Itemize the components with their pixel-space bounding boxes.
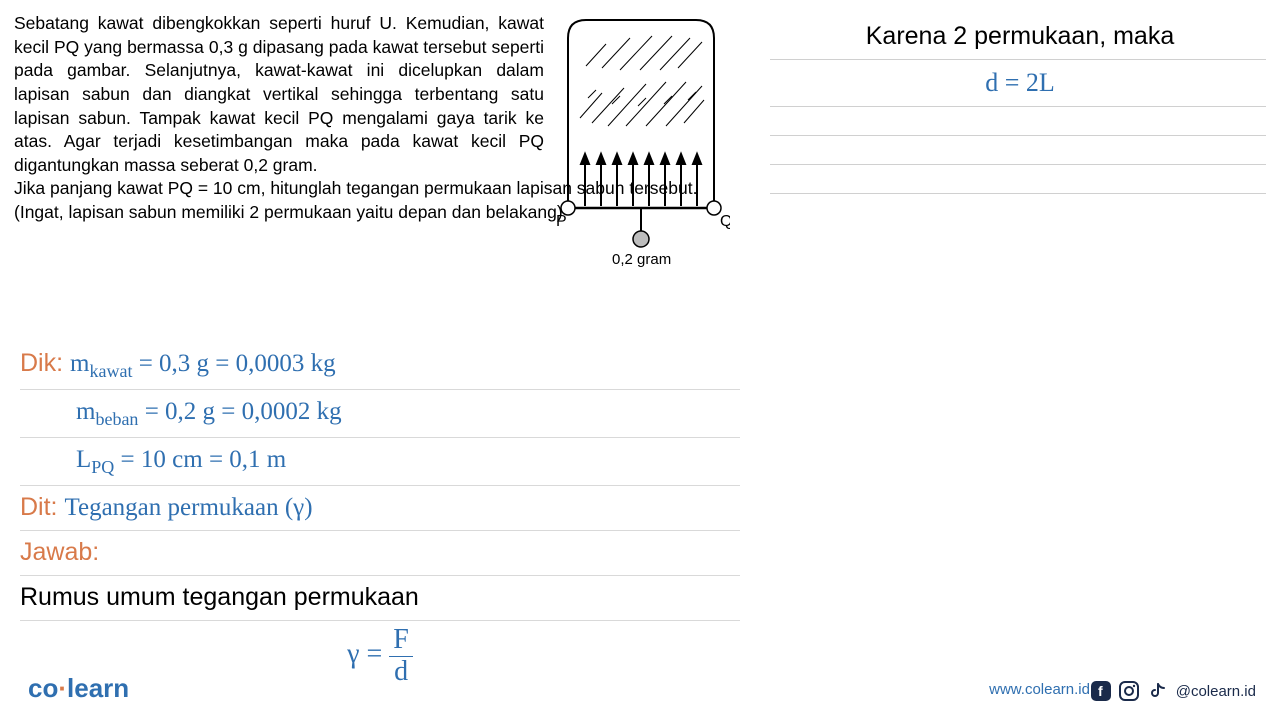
dik-label: Dik: — [20, 349, 63, 377]
svg-text:f: f — [1098, 683, 1103, 699]
m-beban-eq: = 0,2 g = 0,0002 kg — [138, 398, 341, 425]
rule — [770, 135, 1266, 136]
rule — [770, 59, 1266, 60]
l-sym: L — [76, 446, 91, 473]
dit-text: Tegangan permukaan (γ) — [64, 494, 312, 521]
problem-para1: Sebatang kawat dibengkokkan seperti huru… — [14, 12, 544, 177]
tiktok-icon — [1146, 680, 1168, 702]
label-p: P — [556, 213, 567, 230]
instagram-icon — [1118, 680, 1140, 702]
m-beban-sym: m — [76, 398, 95, 425]
logo-dot: · — [58, 673, 67, 703]
jawab-line: Jawab: — [20, 531, 740, 576]
l-sub: PQ — [91, 457, 114, 477]
u-wire-diagram: P Q 0,2 gram — [552, 8, 730, 268]
social-icons: f @colearn.id — [1090, 680, 1256, 702]
rule — [770, 106, 1266, 107]
rumus-line: Rumus umum tegangan permukaan — [20, 576, 740, 621]
label-q: Q — [720, 213, 730, 230]
dik-line-2: mbeban = 0,2 g = 0,0002 kg — [20, 390, 740, 438]
footer-url: www.colearn.id — [989, 681, 1090, 698]
mass-label: 0,2 gram — [612, 251, 671, 268]
m-beban-sub: beban — [95, 409, 138, 429]
m-kawat-sym: m — [70, 350, 89, 377]
dit-line: Dit: Tegangan permukaan (γ) — [20, 486, 740, 532]
logo-learn: learn — [67, 673, 129, 703]
facebook-icon: f — [1090, 680, 1112, 702]
jawab-label: Jawab: — [20, 538, 99, 566]
rumus-text: Rumus umum tegangan permukaan — [20, 583, 419, 611]
logo-co: co — [28, 673, 58, 703]
social-handle: @colearn.id — [1176, 683, 1256, 700]
footer: co·learn www.colearn.id f @colearn.id — [0, 664, 1280, 704]
l-eq: = 10 cm = 0,1 m — [114, 446, 286, 473]
dik-line-3: LPQ = 10 cm = 0,1 m — [20, 438, 740, 486]
colearn-logo: co·learn — [28, 673, 129, 704]
frac-num: F — [389, 625, 413, 657]
solution-block: Dik: mkawat = 0,3 g = 0,0003 kg mbeban =… — [20, 342, 740, 688]
dik-line-1: Dik: mkawat = 0,3 g = 0,0003 kg — [20, 342, 740, 390]
rule — [770, 193, 1266, 194]
m-kawat-sub: kawat — [89, 361, 132, 381]
m-kawat-eq: = 0,3 g = 0,0003 kg — [132, 350, 335, 377]
dit-label: Dit: — [20, 493, 58, 521]
right-panel: Karena 2 permukaan, maka d = 2L — [770, 22, 1270, 202]
rule — [770, 164, 1266, 165]
right-title: Karena 2 permukaan, maka — [770, 22, 1270, 51]
right-formula: d = 2L — [770, 68, 1270, 98]
